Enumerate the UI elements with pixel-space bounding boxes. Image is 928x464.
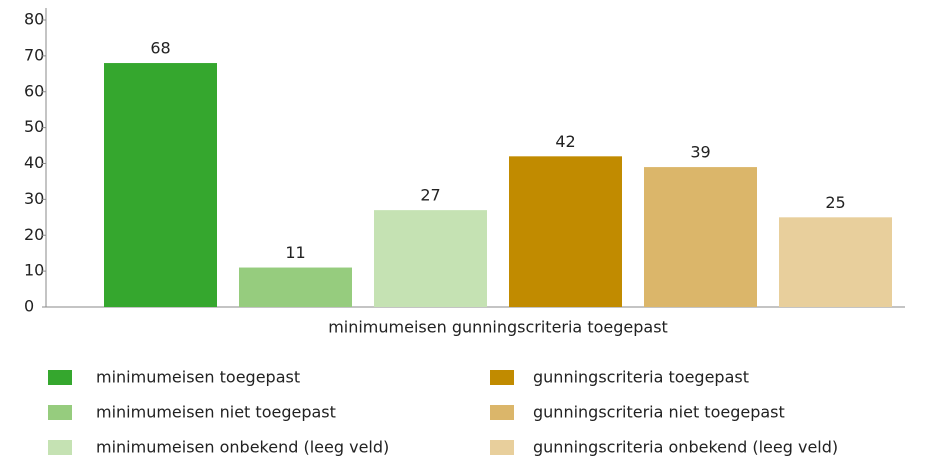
legend-label: gunningscriteria toegepast: [533, 368, 749, 387]
legend-label: gunningscriteria onbekend (leeg veld): [533, 438, 838, 457]
legend-swatch: [48, 405, 72, 420]
x-tick-label: minimumeisen gunningscriteria toegepast: [328, 318, 668, 337]
y-tick-label: 0: [24, 297, 34, 316]
legend-label: minimumeisen onbekend (leeg veld): [96, 438, 389, 457]
bar: [104, 63, 217, 307]
legend-swatch: [490, 405, 514, 420]
value-label: 39: [690, 143, 710, 162]
legend-swatch: [490, 370, 514, 385]
y-tick-label: 70: [24, 45, 44, 64]
y-tick-label: 10: [24, 261, 44, 280]
bar: [374, 210, 487, 307]
y-tick-label: 40: [24, 153, 44, 172]
bar: [239, 267, 352, 307]
y-tick-label: 20: [24, 225, 44, 244]
value-label: 27: [420, 186, 440, 205]
value-label: 68: [150, 39, 170, 58]
y-tick-label: 60: [24, 81, 44, 100]
bar: [779, 217, 892, 307]
legend-swatch: [490, 440, 514, 455]
bar: [509, 156, 622, 307]
y-tick-label: 50: [24, 117, 44, 136]
value-label: 25: [825, 193, 845, 212]
value-label: 42: [555, 132, 575, 151]
y-tick-label: 80: [24, 10, 44, 29]
value-label: 11: [285, 243, 305, 262]
legend-label: gunningscriteria niet toegepast: [533, 403, 785, 422]
legend-label: minimumeisen niet toegepast: [96, 403, 336, 422]
bar: [644, 167, 757, 307]
legend-swatch: [48, 370, 72, 385]
legend-label: minimumeisen toegepast: [96, 368, 300, 387]
y-tick-label: 30: [24, 189, 44, 208]
legend-swatch: [48, 440, 72, 455]
